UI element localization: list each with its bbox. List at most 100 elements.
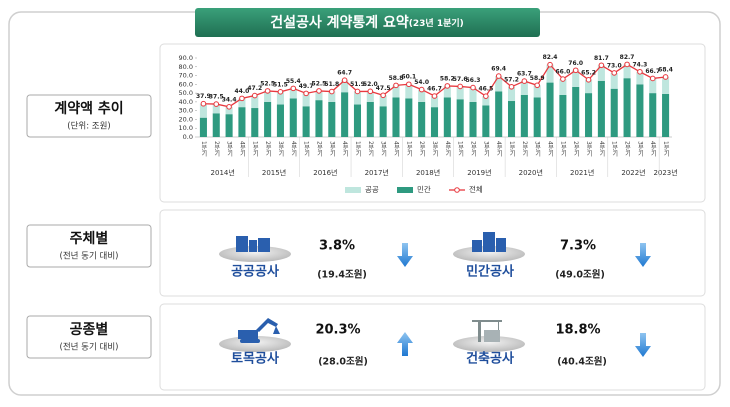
data-label: 58.2: [440, 75, 455, 82]
line-marker: [444, 83, 451, 89]
x-tick-label: 2분기: [521, 141, 528, 158]
bar: [443, 97, 451, 137]
data-label: 56.3: [466, 77, 481, 84]
panel: [159, 209, 706, 297]
x-tick-label: 4분기: [598, 141, 605, 158]
data-label: 64.7: [337, 70, 352, 77]
line-marker: [316, 88, 322, 94]
bar: [341, 92, 349, 137]
data-label: 46.5: [478, 86, 493, 93]
data-label: 63.7: [517, 71, 532, 78]
bar: [328, 91, 336, 102]
item-amount: (49.0조원): [555, 269, 605, 281]
line-marker: [560, 76, 566, 82]
bar: [251, 95, 259, 109]
bar: [405, 98, 413, 137]
x-tick-label: 4분기: [649, 141, 656, 158]
x-tick-label: 4분기: [341, 141, 348, 158]
data-label: 52.0: [363, 81, 378, 88]
section-label-box: [26, 224, 152, 268]
bar: [520, 94, 528, 137]
down-arrow: [635, 243, 651, 267]
item-name: 건축공사: [466, 351, 514, 367]
icon-platform: [453, 336, 525, 352]
line-marker: [470, 84, 476, 91]
x-tick-label: 3분기: [328, 141, 335, 158]
line-marker: [367, 88, 374, 95]
bar: [392, 85, 400, 98]
data-label: 34.4: [222, 96, 237, 103]
section-label-box: [26, 315, 152, 359]
bar: [585, 79, 593, 94]
line-marker: [303, 90, 309, 97]
private-building-icon: [472, 232, 506, 252]
bar: [662, 93, 670, 137]
data-label: 68.4: [658, 66, 673, 73]
x-group-label: 2019년: [467, 168, 491, 177]
bar: [623, 78, 631, 137]
line-marker: [264, 88, 271, 94]
line-marker: [662, 74, 669, 80]
data-label: 51.9: [350, 81, 365, 88]
item-name: 민간공사: [466, 264, 514, 280]
bar: [289, 88, 297, 99]
line-marker: [431, 93, 438, 99]
bar: [430, 96, 439, 108]
line-marker: [213, 101, 220, 107]
x-tick-label: 2분기: [315, 141, 322, 158]
bar: [456, 99, 464, 137]
bar: [572, 70, 580, 87]
panel: [159, 303, 706, 391]
x-tick-label: 4분기: [495, 141, 502, 158]
data-label: 82.4: [543, 54, 558, 61]
x-group-label: 2022년: [621, 168, 645, 177]
section-note: (단위: 조원): [67, 121, 110, 132]
x-tick-label: 3분기: [380, 141, 387, 158]
section-label: 주체별: [70, 230, 109, 247]
item-name: 토목공사: [231, 351, 279, 367]
line-marker: [585, 76, 592, 83]
x-group-label: 2021년: [570, 168, 594, 177]
bar: [199, 117, 207, 137]
bar: [456, 86, 464, 100]
y-tick-label: 20.0: [179, 115, 193, 123]
data-label: 69.4: [491, 66, 506, 73]
x-tick-label: 1분기: [200, 141, 207, 158]
bar: [636, 71, 644, 85]
bar: [212, 104, 220, 114]
x-tick-label: 3분기: [482, 141, 489, 158]
bar: [251, 108, 259, 137]
public-building-icon: [236, 236, 270, 252]
bar: [302, 106, 310, 137]
x-group-label: 2018년: [416, 168, 440, 177]
bar: [559, 79, 567, 95]
line-marker: [239, 95, 245, 102]
chart: 0.010.020.030.040.050.060.070.080.090.0 1…: [179, 54, 678, 194]
bar: [585, 93, 593, 137]
x-tick-label: 1분기: [405, 141, 412, 158]
data-label: 51.8: [324, 81, 339, 88]
item-amount: (19.4조원): [317, 269, 367, 281]
y-tick-label: 60.0: [179, 80, 193, 88]
bar: [405, 84, 413, 99]
bar: [199, 103, 207, 118]
bar: [264, 101, 272, 137]
line-marker: [341, 77, 348, 84]
bar: [546, 64, 554, 83]
bar: [353, 104, 362, 137]
bar: [315, 100, 323, 137]
bar: [366, 91, 374, 102]
x-tick-label: 3분기: [226, 141, 233, 158]
down-arrow: [635, 333, 651, 357]
title: 건설공사 계약통계 요약(23년 1분기): [270, 14, 464, 31]
bar: [482, 96, 490, 106]
x-tick-label: 3분기: [277, 141, 284, 158]
bar: [379, 106, 387, 137]
line-marker: [611, 70, 618, 76]
bar: [418, 89, 426, 102]
bar: [238, 98, 246, 108]
line-marker: [637, 68, 643, 75]
data-label: 76.0: [568, 60, 583, 67]
x-tick-label: 3분기: [636, 141, 643, 158]
line-marker: [393, 82, 399, 89]
